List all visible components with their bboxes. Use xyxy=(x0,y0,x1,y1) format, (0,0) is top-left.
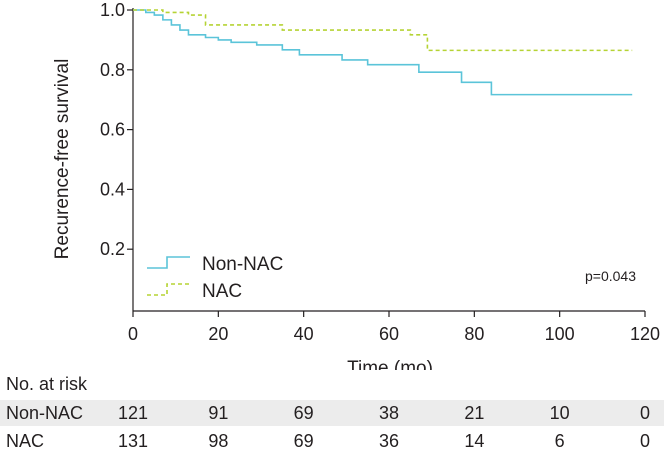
p-value-annotation: p=0.043 xyxy=(585,268,636,284)
risk-count: 36 xyxy=(378,431,400,451)
y-axis-title: Recurence-free survival xyxy=(52,59,73,260)
risk-count: 91 xyxy=(208,403,229,423)
y-tick-label: 0.4 xyxy=(100,179,125,199)
x-tick-label: 20 xyxy=(208,324,228,344)
y-tick-label: 1.0 xyxy=(100,0,125,20)
y-tick-label: 0.2 xyxy=(100,239,125,259)
survival-curve-non-nac xyxy=(133,9,633,96)
risk-count: 0 xyxy=(639,431,650,451)
risk-count: 98 xyxy=(208,431,229,451)
risk-row-label: NAC xyxy=(6,431,45,451)
risk-count: 38 xyxy=(378,403,400,423)
risk-count: 6 xyxy=(554,431,565,451)
risk-count: 14 xyxy=(464,431,485,451)
risk-count: 69 xyxy=(293,431,314,451)
y-tick-label: 0.6 xyxy=(100,120,125,140)
risk-count: 10 xyxy=(549,403,570,423)
risk-count: 131 xyxy=(117,431,149,451)
legend-swatch xyxy=(147,283,190,296)
x-tick-label: 60 xyxy=(379,324,399,344)
risk-count: 69 xyxy=(293,403,314,423)
survival-curve-nac xyxy=(133,9,633,52)
legend-label: Non-NAC xyxy=(202,254,283,275)
risk-count: 0 xyxy=(639,403,650,423)
km-survival-chart: 0.2 0.4 0.6 0.8 1.0 0 20 40 60 80 100 120 Time (mo) R… xyxy=(52,0,660,370)
risk-row-label: Non-NAC xyxy=(6,403,84,423)
legend-label: NAC xyxy=(202,281,242,302)
x-tick-label: 0 xyxy=(128,324,138,344)
y-tick-label: 0.8 xyxy=(100,60,125,80)
risk-table-title: No. at risk xyxy=(6,374,88,394)
legend-swatch xyxy=(147,256,190,269)
risk-row-nac: NAC 131 98 69 36 14 6 0 xyxy=(0,428,664,454)
x-tick-label: 80 xyxy=(464,324,484,344)
x-tick-label: 100 xyxy=(545,324,575,344)
x-tick-label: 40 xyxy=(294,324,314,344)
risk-count: 121 xyxy=(117,403,149,423)
x-axis-title: Time (mo) xyxy=(347,358,433,370)
risk-count: 21 xyxy=(464,403,485,423)
risk-row-non-nac: Non-NAC 121 91 69 38 21 10 0 xyxy=(0,400,664,426)
x-tick-label: 120 xyxy=(630,324,660,344)
